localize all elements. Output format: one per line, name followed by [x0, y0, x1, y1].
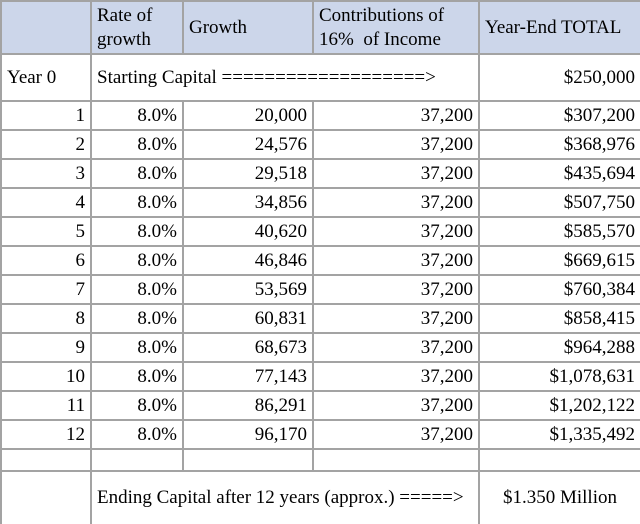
- total-cell: $507,750: [478, 187, 640, 218]
- contribution-cell: 37,200: [312, 332, 480, 363]
- year0-total-cell: $250,000: [478, 53, 640, 102]
- table-row: 2 8.0% 24,576 37,200 $368,976: [0, 129, 640, 160]
- empty-cell: [0, 470, 92, 524]
- year-cell: 4: [0, 187, 92, 218]
- empty-cell: [0, 448, 92, 472]
- growth-cell: 68,673: [182, 332, 314, 363]
- contribution-cell: 37,200: [312, 390, 480, 421]
- contribution-cell: 37,200: [312, 274, 480, 305]
- contribution-cell: 37,200: [312, 158, 480, 189]
- growth-cell: 53,569: [182, 274, 314, 305]
- header-row: Rate of growth Growth Contributions of 1…: [0, 0, 640, 55]
- header-growth: Growth: [182, 0, 314, 55]
- ending-capital-total-cell: $1.350 Million: [478, 470, 640, 524]
- rate-cell: 8.0%: [90, 390, 184, 421]
- total-cell: $760,384: [478, 274, 640, 305]
- rate-cell: 8.0%: [90, 303, 184, 334]
- contribution-cell: 37,200: [312, 187, 480, 218]
- total-cell: $435,694: [478, 158, 640, 189]
- contribution-cell: 37,200: [312, 245, 480, 276]
- table-row: 5 8.0% 40,620 37,200 $585,570: [0, 216, 640, 247]
- footer-row: Ending Capital after 12 years (approx.) …: [0, 470, 640, 524]
- ending-capital-note-cell: Ending Capital after 12 years (approx.) …: [90, 470, 480, 524]
- header-rate-of-growth: Rate of growth: [90, 0, 184, 55]
- total-cell: $585,570: [478, 216, 640, 247]
- growth-cell: 24,576: [182, 129, 314, 160]
- rate-cell: 8.0%: [90, 332, 184, 363]
- header-year-blank: [0, 0, 92, 55]
- total-cell: $1,335,492: [478, 419, 640, 450]
- growth-cell: 29,518: [182, 158, 314, 189]
- header-year-end-total: Year-End TOTAL: [478, 0, 640, 55]
- table-row: 11 8.0% 86,291 37,200 $1,202,122: [0, 390, 640, 421]
- year-cell: 10: [0, 361, 92, 392]
- rate-cell: 8.0%: [90, 245, 184, 276]
- growth-cell: 60,831: [182, 303, 314, 334]
- total-cell: $307,200: [478, 100, 640, 131]
- growth-cell: 77,143: [182, 361, 314, 392]
- empty-cell: [478, 448, 640, 472]
- growth-cell: 46,846: [182, 245, 314, 276]
- empty-cell: [90, 448, 184, 472]
- growth-cell: 86,291: [182, 390, 314, 421]
- year-cell: 6: [0, 245, 92, 276]
- rate-cell: 8.0%: [90, 187, 184, 218]
- growth-cell: 34,856: [182, 187, 314, 218]
- spacer-row: [0, 448, 640, 472]
- contribution-cell: 37,200: [312, 100, 480, 131]
- empty-cell: [182, 448, 314, 472]
- table-row: 1 8.0% 20,000 37,200 $307,200: [0, 100, 640, 131]
- contribution-cell: 37,200: [312, 129, 480, 160]
- total-cell: $858,415: [478, 303, 640, 334]
- header-contributions: Contributions of 16% of Income: [312, 0, 480, 55]
- growth-cell: 20,000: [182, 100, 314, 131]
- year-cell: 3: [0, 158, 92, 189]
- table-row: 10 8.0% 77,143 37,200 $1,078,631: [0, 361, 640, 392]
- table-row: 9 8.0% 68,673 37,200 $964,288: [0, 332, 640, 363]
- contribution-cell: 37,200: [312, 216, 480, 247]
- total-cell: $964,288: [478, 332, 640, 363]
- rate-cell: 8.0%: [90, 129, 184, 160]
- year-cell: 8: [0, 303, 92, 334]
- table-row: 4 8.0% 34,856 37,200 $507,750: [0, 187, 640, 218]
- contribution-cell: 37,200: [312, 361, 480, 392]
- rate-cell: 8.0%: [90, 158, 184, 189]
- table-row: 7 8.0% 53,569 37,200 $760,384: [0, 274, 640, 305]
- table-row: 6 8.0% 46,846 37,200 $669,615: [0, 245, 640, 276]
- rate-cell: 8.0%: [90, 419, 184, 450]
- total-cell: $1,202,122: [478, 390, 640, 421]
- contribution-cell: 37,200: [312, 419, 480, 450]
- total-cell: $1,078,631: [478, 361, 640, 392]
- total-cell: $368,976: [478, 129, 640, 160]
- table-row: 3 8.0% 29,518 37,200 $435,694: [0, 158, 640, 189]
- year0-row: Year 0 Starting Capital ================…: [0, 53, 640, 102]
- total-cell: $669,615: [478, 245, 640, 276]
- rate-cell: 8.0%: [90, 274, 184, 305]
- year-cell: 9: [0, 332, 92, 363]
- contribution-cell: 37,200: [312, 303, 480, 334]
- year-cell: 7: [0, 274, 92, 305]
- rate-cell: 8.0%: [90, 216, 184, 247]
- rate-cell: 8.0%: [90, 361, 184, 392]
- rate-cell: 8.0%: [90, 100, 184, 131]
- year0-label-cell: Year 0: [0, 53, 92, 102]
- table-row: 12 8.0% 96,170 37,200 $1,335,492: [0, 419, 640, 450]
- year-cell: 2: [0, 129, 92, 160]
- starting-capital-note-cell: Starting Capital ===================>: [90, 53, 480, 102]
- year-cell: 12: [0, 419, 92, 450]
- year-cell: 1: [0, 100, 92, 131]
- table-row: 8 8.0% 60,831 37,200 $858,415: [0, 303, 640, 334]
- year-cell: 11: [0, 390, 92, 421]
- empty-cell: [312, 448, 480, 472]
- growth-cell: 40,620: [182, 216, 314, 247]
- year-cell: 5: [0, 216, 92, 247]
- growth-cell: 96,170: [182, 419, 314, 450]
